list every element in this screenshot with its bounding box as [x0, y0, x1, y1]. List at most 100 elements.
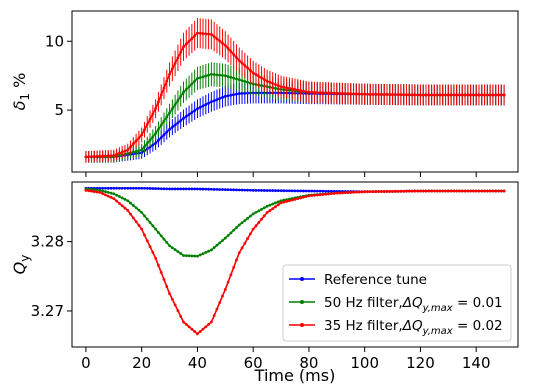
data-point: [226, 75, 230, 78]
data-point: [274, 83, 277, 86]
data-point: [310, 189, 314, 193]
data-point: [104, 154, 107, 158]
data-point: [120, 196, 124, 200]
top-panel: 5 10 δ1 %: [10, 10, 519, 177]
data-point: [251, 212, 255, 216]
data-point: [301, 195, 305, 199]
data-point: [444, 93, 447, 97]
data-point: [371, 92, 375, 96]
data-point: [249, 81, 252, 85]
data-point: [193, 109, 197, 113]
data-point: [399, 93, 403, 97]
data-point: [315, 193, 319, 197]
data-point: [480, 93, 484, 97]
data-point: [310, 90, 314, 94]
data-point: [143, 128, 146, 132]
data-point: [446, 93, 450, 97]
data-point: [176, 56, 180, 60]
x-tick-label: 100: [350, 354, 379, 372]
data-point: [198, 187, 202, 191]
data-point: [145, 217, 149, 221]
data-point: [131, 204, 135, 207]
data-point: [274, 189, 277, 192]
data-point: [140, 186, 144, 190]
data-point: [187, 85, 191, 89]
x-tick-label: 0: [81, 354, 91, 372]
data-point: [483, 189, 486, 193]
data-point: [151, 187, 155, 190]
data-point: [154, 256, 158, 260]
data-point: [165, 115, 169, 119]
data-point: [209, 100, 213, 104]
data-point: [485, 93, 489, 97]
data-point: [313, 90, 316, 94]
data-point: [157, 138, 160, 142]
data-point: [232, 53, 236, 56]
data-point: [441, 93, 445, 97]
data-point: [182, 90, 185, 94]
data-point: [274, 201, 277, 205]
data-point: [212, 35, 216, 38]
data-point: [438, 189, 442, 193]
data-point: [430, 189, 433, 193]
data-point: [246, 66, 250, 70]
data-point: [145, 122, 149, 126]
data-point: [282, 198, 286, 202]
data-point: [449, 93, 453, 97]
data-point: [123, 206, 127, 210]
data-point: [293, 88, 297, 91]
data-point: [162, 86, 166, 90]
data-point: [120, 150, 124, 154]
data-point: [154, 132, 158, 135]
data-point: [232, 228, 236, 232]
data-point: [463, 93, 467, 97]
data-point: [151, 251, 155, 254]
data-point: [212, 187, 216, 191]
data-point: [469, 93, 473, 97]
data-point: [170, 67, 174, 71]
data-point: [432, 93, 436, 97]
data-point: [209, 248, 213, 252]
data-point: [221, 239, 224, 242]
data-point: [329, 192, 333, 196]
data-point: [299, 189, 302, 193]
data-point: [246, 80, 250, 84]
data-point: [120, 204, 124, 208]
data-point: [223, 94, 227, 98]
data-point: [276, 203, 280, 207]
data-point: [235, 258, 238, 262]
data-point: [223, 288, 227, 291]
data-point: [159, 234, 163, 238]
data-point: [193, 34, 197, 38]
data-point: [104, 193, 107, 197]
data-point: [282, 200, 286, 204]
data-point: [204, 32, 208, 36]
data-point: [209, 320, 213, 324]
legend-box: [282, 264, 512, 342]
data-point: [196, 332, 199, 336]
data-point: [134, 220, 138, 224]
data-point: [212, 246, 216, 249]
data-point: [229, 93, 233, 97]
x-tick-label: 60: [244, 354, 263, 372]
data-point: [179, 187, 183, 191]
data-point: [148, 187, 152, 190]
data-point: [173, 61, 177, 65]
data-point: [201, 327, 205, 331]
data-point: [159, 136, 163, 139]
data-point: [288, 189, 291, 193]
data-point: [190, 187, 194, 191]
data-point: [201, 75, 205, 79]
data-point: [129, 145, 132, 149]
series-1: [84, 62, 506, 163]
data-point: [134, 149, 138, 153]
data-point: [288, 86, 291, 90]
data-point: [148, 221, 152, 224]
data-point: [407, 189, 411, 193]
data-point: [226, 188, 230, 192]
data-point: [176, 99, 180, 102]
data-point: [112, 192, 116, 196]
data-point: [168, 292, 171, 296]
data-point: [131, 186, 135, 190]
data-point: [243, 80, 247, 83]
